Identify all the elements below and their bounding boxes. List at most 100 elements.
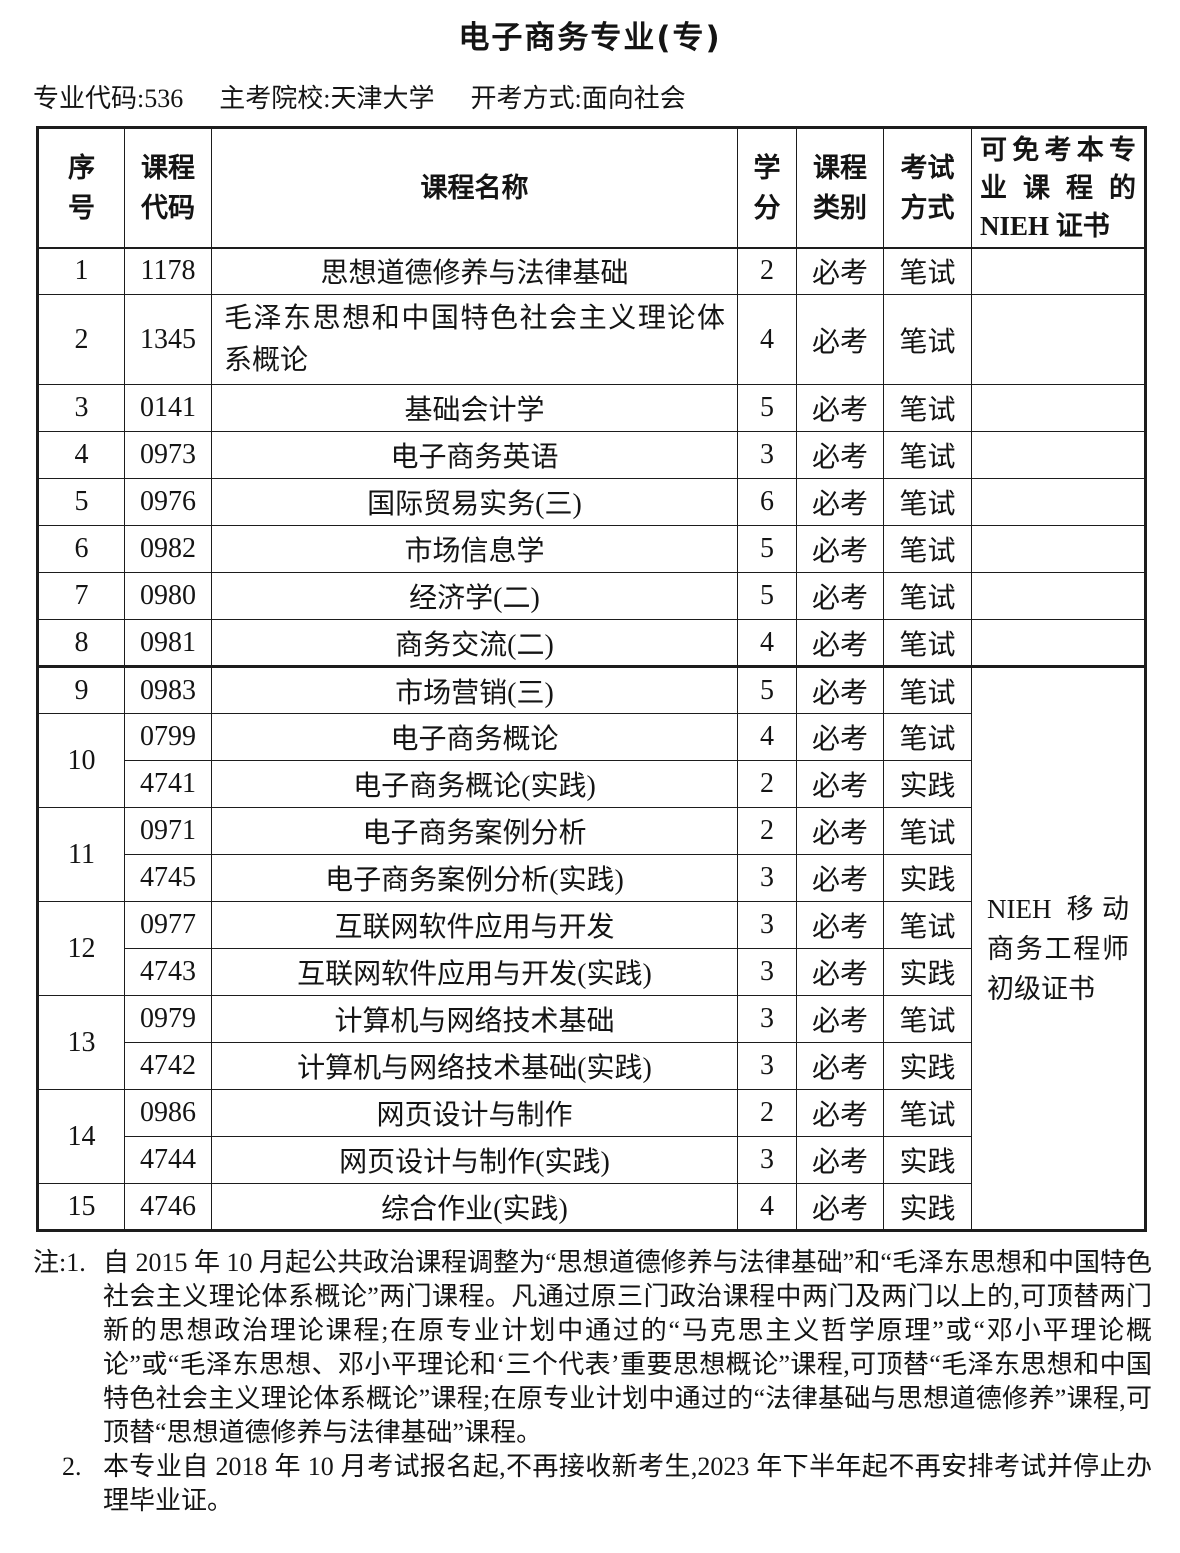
course-code-cell: 0979 (124, 995, 212, 1043)
course-code-cell: 0982 (124, 525, 212, 573)
header-row: 序 号 课程 代码 课程名称 学 分 课程 类别 考试 方式 可免考本专业课程的… (37, 127, 1146, 249)
course-name-cell: 商务交流(二) (211, 619, 738, 667)
course-code-cell: 4744 (124, 1136, 212, 1184)
exam-method-cell: 笔试 (883, 478, 972, 526)
course-code-cell: 1178 (124, 247, 212, 295)
exam-method-cell: 笔试 (883, 665, 972, 714)
header-course-code: 课程 代码 (124, 127, 212, 249)
category-cell: 必考 (796, 665, 884, 714)
category-cell: 必考 (796, 247, 884, 295)
credits-cell: 4 (737, 713, 797, 761)
course-code-cell: 1345 (124, 294, 212, 385)
header-exam-method: 考试 方式 (883, 127, 972, 249)
exam-method-cell: 笔试 (883, 525, 972, 573)
course-name-cell: 电子商务英语 (211, 431, 738, 479)
credits-cell: 2 (737, 247, 797, 295)
row-index-cell: 9 (37, 665, 125, 714)
cert-cell (971, 478, 1146, 526)
row-index-cell: 14 (37, 1089, 125, 1184)
credits-cell: 4 (737, 1183, 797, 1231)
course-name-cell: 国际贸易实务(三) (211, 478, 738, 526)
credits-cell: 3 (737, 948, 797, 996)
category-cell: 必考 (796, 760, 884, 808)
row-index-cell: 11 (37, 807, 125, 902)
table-row: 15 4746 综合作业(实践) 4 必考 实践 (37, 1183, 1146, 1231)
table-row: 8 0981 商务交流(二) 4 必考 笔试 (37, 619, 1146, 667)
course-code-cell: 0977 (124, 901, 212, 949)
category-cell: 必考 (796, 854, 884, 902)
credits-cell: 5 (737, 665, 797, 714)
row-index-cell: 15 (37, 1183, 125, 1231)
course-code-cell: 4746 (124, 1183, 212, 1231)
row-index-cell: 12 (37, 901, 125, 996)
course-name-cell: 市场营销(三) (211, 665, 738, 714)
credits-cell: 4 (737, 294, 797, 385)
cert-cell (971, 431, 1146, 479)
course-name-cell: 计算机与网络技术基础(实践) (211, 1042, 738, 1090)
row-index-cell: 3 (37, 384, 125, 432)
category-cell: 必考 (796, 995, 884, 1043)
table-row: 3 0141 基础会计学 5 必考 笔试 (37, 384, 1146, 432)
category-cell: 必考 (796, 1089, 884, 1137)
course-code-cell: 0980 (124, 572, 212, 620)
course-name-cell: 市场信息学 (211, 525, 738, 573)
category-cell: 必考 (796, 294, 884, 385)
course-code-cell: 0141 (124, 384, 212, 432)
row-index-cell: 7 (37, 572, 125, 620)
course-name-cell: 综合作业(实践) (211, 1183, 738, 1231)
credits-cell: 3 (737, 995, 797, 1043)
exam-method-cell: 笔试 (883, 619, 972, 667)
major-code: 专业代码:536 (33, 84, 184, 113)
table-row: 5 0976 国际贸易实务(三) 6 必考 笔试 (37, 478, 1146, 526)
exam-method-cell: 笔试 (883, 995, 972, 1043)
exam-method-cell: 笔试 (883, 713, 972, 761)
row-index-cell: 6 (37, 525, 125, 573)
category-cell: 必考 (796, 1136, 884, 1184)
course-table: 序 号 课程 代码 课程名称 学 分 课程 类别 考试 方式 可免考本专业课程的… (36, 126, 1147, 1232)
course-code-cell: 4745 (124, 854, 212, 902)
exam-method-cell: 实践 (883, 1183, 972, 1231)
cert-cell (971, 525, 1146, 573)
course-name-cell: 电子商务案例分析(实践) (211, 854, 738, 902)
course-code-cell: 0983 (124, 665, 212, 714)
row-index-cell: 4 (37, 431, 125, 479)
course-table-body: 1 1178 思想道德修养与法律基础 2 必考 笔试 2 1345 毛泽东思想和中国特色社会主义… (37, 247, 1146, 1231)
course-code-cell: 4742 (124, 1042, 212, 1090)
course-code-cell: 0976 (124, 478, 212, 526)
credits-cell: 3 (737, 901, 797, 949)
course-name-cell: 电子商务概论 (211, 713, 738, 761)
category-cell: 必考 (796, 431, 884, 479)
course-code-cell: 0973 (124, 431, 212, 479)
major-school: 主考院校:天津大学 (219, 84, 435, 113)
header-cert: 可免考本专业课程的NIEH 证书 (971, 127, 1146, 249)
course-name-cell: 互联网软件应用与开发 (211, 901, 738, 949)
row-index-cell: 5 (37, 478, 125, 526)
table-row: 12 0977 互联网软件应用与开发 3 必考 笔试 (37, 901, 1146, 996)
category-cell: 必考 (796, 1042, 884, 1090)
category-cell: 必考 (796, 619, 884, 667)
table-row: 13 0979 计算机与网络技术基础 3 必考 笔试 (37, 995, 1146, 1090)
course-name-cell: 网页设计与制作(实践) (211, 1136, 738, 1184)
cert-cell (971, 294, 1146, 385)
note-item-1: 注:1. 自 2015 年 10 月起公共政治课程调整为“思想道德修养与法律基础… (33, 1246, 1152, 1450)
credits-cell: 3 (737, 854, 797, 902)
course-name-cell: 电子商务案例分析 (211, 807, 738, 855)
table-row: 4 0973 电子商务英语 3 必考 笔试 (37, 431, 1146, 479)
row-index-cell: 10 (37, 713, 125, 808)
category-cell: 必考 (796, 948, 884, 996)
header-index: 序 号 (37, 127, 125, 249)
note-1-text: 自 2015 年 10 月起公共政治课程调整为“思想道德修养与法律基础”和“毛泽… (103, 1248, 1152, 1447)
credits-cell: 6 (737, 478, 797, 526)
major-meta: 专业代码:536 主考院校:天津大学 开考方式:面向社会 (33, 82, 1180, 116)
major-exam-mode: 开考方式:面向社会 (470, 84, 686, 113)
category-cell: 必考 (796, 1183, 884, 1231)
exam-method-cell: 笔试 (883, 247, 972, 295)
table-row: 1 1178 思想道德修养与法律基础 2 必考 笔试 (37, 247, 1146, 295)
credits-cell: 5 (737, 525, 797, 573)
exam-method-cell: 笔试 (883, 1089, 972, 1137)
note-2-number: 2. (62, 1452, 82, 1481)
course-code-cell: 4743 (124, 948, 212, 996)
row-index-cell: 1 (37, 247, 125, 295)
exam-method-cell: 笔试 (883, 384, 972, 432)
